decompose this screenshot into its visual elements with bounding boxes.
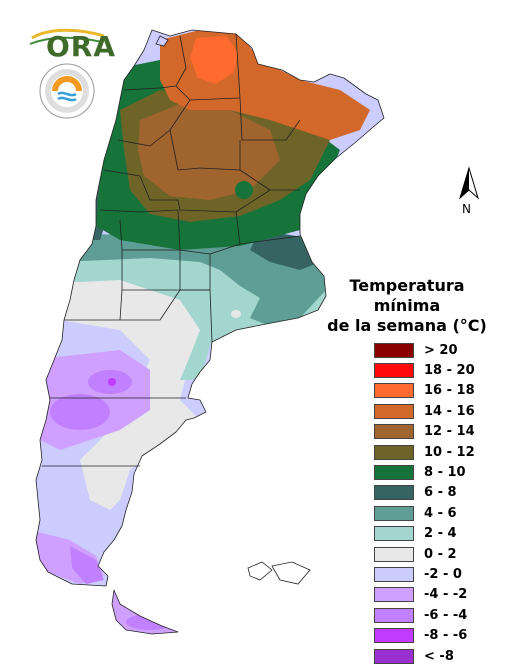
legend-items: > 20 18 - 20 16 - 18 14 - 16 12 - 14 10 … xyxy=(374,340,502,666)
legend-swatch xyxy=(374,424,414,440)
legend-item: < -8 xyxy=(374,646,502,666)
legend-label: 0 - 2 xyxy=(424,546,457,562)
seal-icon xyxy=(39,63,95,119)
legend-swatch xyxy=(374,546,414,562)
legend-swatch xyxy=(374,465,414,481)
legend-label: 16 - 18 xyxy=(424,383,475,399)
legend-title-line1: Temperatura mínima xyxy=(349,276,465,315)
legend-swatch xyxy=(374,648,414,664)
legend-label: 12 - 14 xyxy=(424,424,475,440)
legend-label: 4 - 6 xyxy=(424,505,457,521)
legend-label: -4 - -2 xyxy=(424,587,468,603)
legend-title: Temperatura mínima de la semana (°C) xyxy=(322,276,492,336)
legend-item: -8 - -6 xyxy=(374,625,502,645)
legend-swatch xyxy=(374,485,414,501)
north-arrow-icon xyxy=(459,166,479,200)
legend-item: 4 - 6 xyxy=(374,503,502,523)
legend-swatch xyxy=(374,566,414,582)
legend-label: < -8 xyxy=(424,648,454,664)
ora-logo: ORA xyxy=(28,26,115,63)
legend-item: 10 - 12 xyxy=(374,442,502,462)
legend: Temperatura mínima de la semana (°C) > 2… xyxy=(322,276,502,666)
legend-swatch xyxy=(374,363,414,379)
legend-swatch xyxy=(374,526,414,542)
legend-label: 2 - 4 xyxy=(424,526,457,542)
legend-item: 8 - 10 xyxy=(374,462,502,482)
legend-item: 6 - 8 xyxy=(374,483,502,503)
north-label: N xyxy=(462,202,471,216)
legend-item: > 20 xyxy=(374,340,502,360)
legend-label: 14 - 16 xyxy=(424,403,475,419)
legend-item: -4 - -2 xyxy=(374,585,502,605)
legend-item: 16 - 18 xyxy=(374,381,502,401)
legend-swatch xyxy=(374,587,414,603)
legend-swatch xyxy=(374,505,414,521)
legend-item: 2 - 4 xyxy=(374,524,502,544)
ora-logo-text: ORA xyxy=(46,30,117,63)
legend-item: 14 - 16 xyxy=(374,401,502,421)
legend-swatch xyxy=(374,403,414,419)
legend-item: 18 - 20 xyxy=(374,360,502,380)
smn-seal-logo xyxy=(38,62,96,120)
legend-label: 8 - 10 xyxy=(424,465,466,481)
legend-label: 6 - 8 xyxy=(424,485,457,501)
legend-label: -6 - -4 xyxy=(424,607,468,623)
legend-label: 10 - 12 xyxy=(424,444,475,460)
legend-item: 0 - 2 xyxy=(374,544,502,564)
legend-swatch xyxy=(374,444,414,460)
legend-swatch xyxy=(374,628,414,644)
legend-label: 18 - 20 xyxy=(424,363,475,379)
north-arrow: N xyxy=(456,164,482,220)
legend-swatch xyxy=(374,342,414,358)
legend-label: -8 - -6 xyxy=(424,628,468,644)
legend-title-line2: de la semana (°C) xyxy=(327,316,487,335)
legend-item: -6 - -4 xyxy=(374,605,502,625)
legend-item: 12 - 14 xyxy=(374,422,502,442)
legend-swatch xyxy=(374,383,414,399)
legend-swatch xyxy=(374,607,414,623)
legend-item: -2 - 0 xyxy=(374,564,502,584)
legend-label: > 20 xyxy=(424,342,458,358)
legend-label: -2 - 0 xyxy=(424,566,462,582)
ora-swoosh-icon xyxy=(29,28,105,45)
